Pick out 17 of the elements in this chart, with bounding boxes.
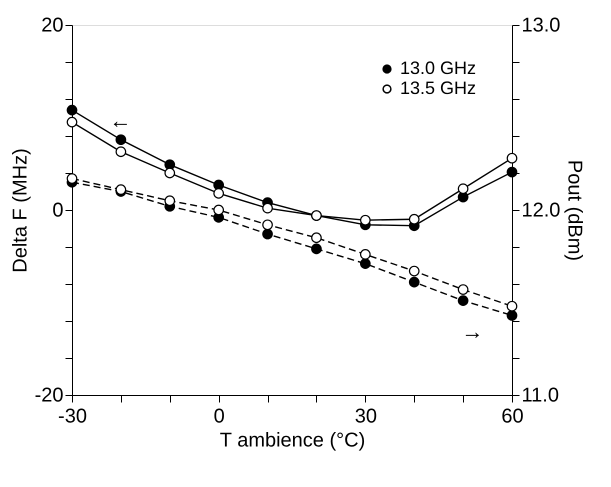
y2-tick-label: 11.0 xyxy=(522,384,559,406)
y-tick-label: 0 xyxy=(52,200,64,222)
x-axis-title: T ambience (°C) xyxy=(220,430,366,452)
x-tick-label: -30 xyxy=(58,406,87,428)
x-tick-label: 30 xyxy=(354,406,377,428)
annotation: ← xyxy=(109,108,132,134)
y2-axis-title: Pout (dBm) xyxy=(563,160,586,262)
y2-tick-label: 12.0 xyxy=(522,200,560,222)
y-tick-label: -20 xyxy=(34,384,64,406)
legend-label: 13.0 GHz xyxy=(400,58,476,78)
legend-label: 13.5 GHz xyxy=(400,78,476,98)
y-tick-label: 20 xyxy=(41,14,64,36)
x-tick-label: 60 xyxy=(501,406,524,428)
y2-tick-label: 13.0 xyxy=(522,14,560,36)
x-tick-label: 0 xyxy=(214,406,225,428)
annotation: → xyxy=(461,319,484,344)
y-axis-title: Delta F (MHz) xyxy=(10,148,32,273)
